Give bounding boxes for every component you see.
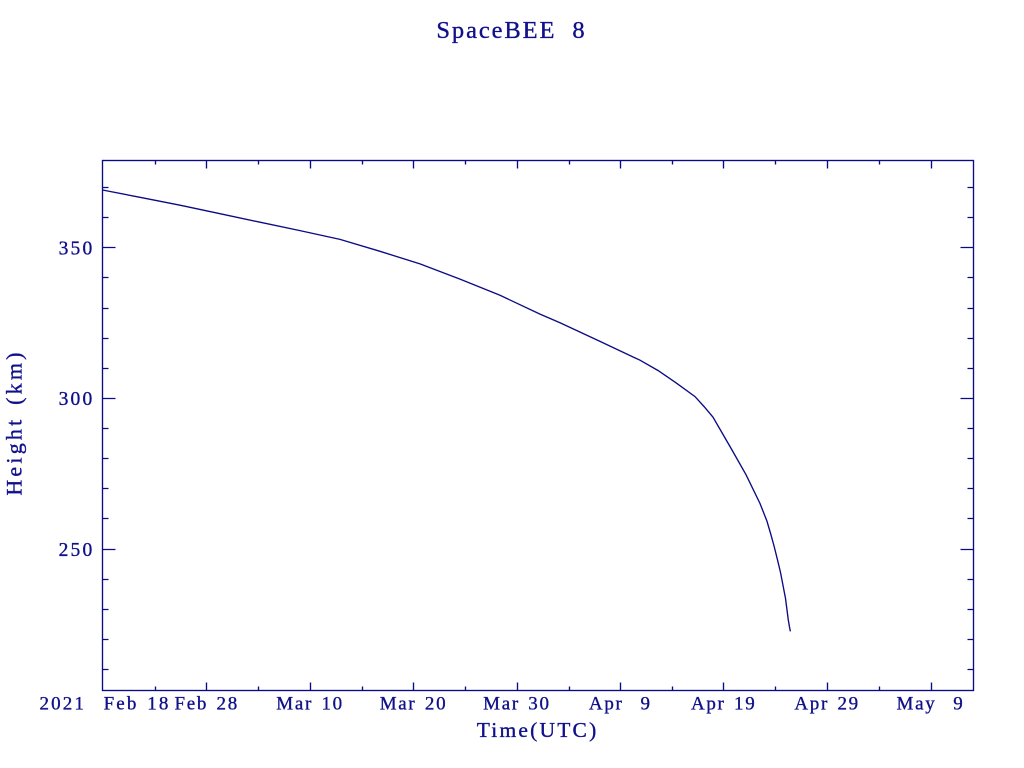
svg-text:Mar 10: Mar 10 <box>276 694 344 715</box>
svg-text:Feb 28: Feb 28 <box>174 694 238 715</box>
svg-text:Apr 19: Apr 19 <box>691 694 757 715</box>
svg-text:Apr 9: Apr 9 <box>589 694 652 715</box>
svg-text:2021 Feb 18: 2021 Feb 18 <box>40 694 171 715</box>
svg-text:Height (km): Height (km) <box>2 349 27 495</box>
svg-text:250: 250 <box>59 540 95 561</box>
svg-text:Mar 20: Mar 20 <box>380 694 448 715</box>
svg-text:Mar 30: Mar 30 <box>483 694 551 715</box>
svg-text:Apr 29: Apr 29 <box>794 694 860 715</box>
svg-text:SpaceBEE 8: SpaceBEE 8 <box>436 17 586 44</box>
svg-text:300: 300 <box>59 389 95 410</box>
svg-text:Time(UTC): Time(UTC) <box>477 718 599 742</box>
svg-text:350: 350 <box>59 238 95 259</box>
svg-text:May 9: May 9 <box>896 694 964 715</box>
